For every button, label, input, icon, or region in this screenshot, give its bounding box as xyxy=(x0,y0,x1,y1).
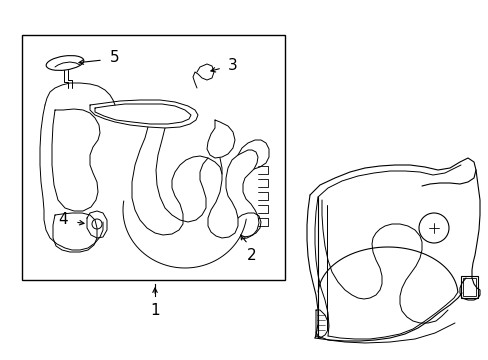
Bar xyxy=(462,278,475,296)
Text: 4: 4 xyxy=(58,212,68,228)
Text: 5: 5 xyxy=(110,50,120,66)
Text: 3: 3 xyxy=(227,58,237,73)
Bar xyxy=(22,35,285,280)
Text: 1: 1 xyxy=(150,303,160,318)
Bar xyxy=(460,276,477,298)
Text: 2: 2 xyxy=(246,248,256,263)
